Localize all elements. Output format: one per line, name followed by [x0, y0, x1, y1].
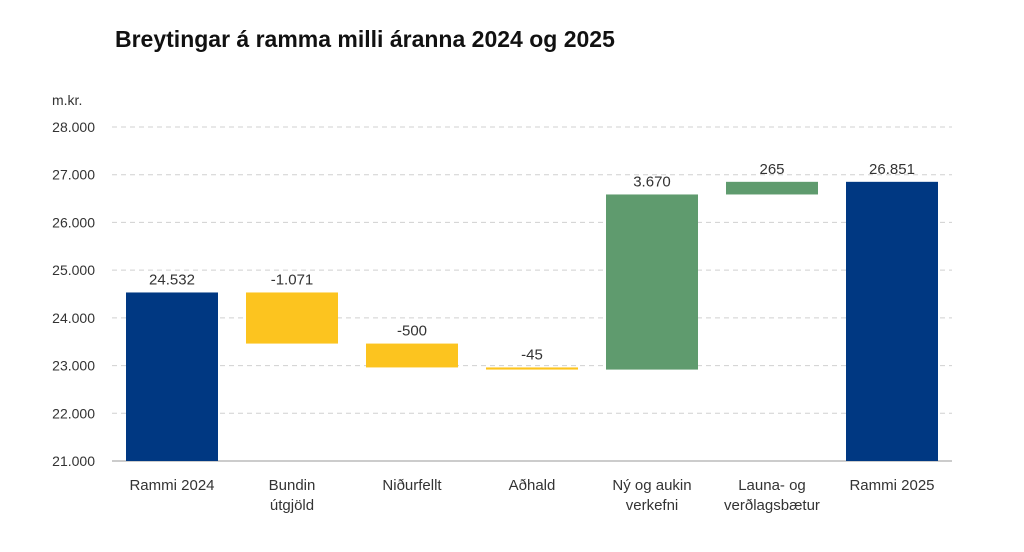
bar-total [126, 292, 218, 461]
x-category-label: útgjöld [270, 497, 314, 514]
x-category-label: Ný og aukin [612, 477, 691, 494]
data-label: 265 [759, 161, 784, 178]
data-label: 3.670 [633, 173, 671, 190]
bar-decrease [486, 367, 578, 370]
y-tick-label: 25.000 [52, 262, 95, 278]
y-tick-label: 27.000 [52, 167, 95, 183]
x-category-label: Rammi 2024 [129, 477, 214, 494]
y-tick-label: 21.000 [52, 453, 95, 469]
y-tick-label: 26.000 [52, 214, 95, 230]
x-category-label: Niðurfellt [382, 477, 442, 494]
bar-decrease [366, 343, 458, 368]
x-category-label: Aðhald [509, 477, 556, 494]
x-category-label: Rammi 2025 [849, 477, 934, 494]
y-tick-label: 28.000 [52, 119, 95, 135]
x-category-label: Launa- og [738, 477, 806, 494]
bar-total [846, 181, 938, 461]
bar-increase [606, 194, 698, 370]
data-label: -1.071 [271, 271, 314, 288]
data-label: -500 [397, 323, 427, 340]
bar-increase [726, 181, 818, 195]
data-label: -45 [521, 346, 543, 363]
chart-title: Breytingar á ramma milli áranna 2024 og … [115, 26, 615, 52]
y-tick-label: 23.000 [52, 358, 95, 374]
x-category-label: Bundin [269, 477, 316, 494]
x-category-label: verkefni [626, 497, 679, 514]
data-label: 26.851 [869, 161, 915, 178]
bar-decrease [246, 292, 338, 344]
data-label: 24.532 [149, 271, 195, 288]
y-axis-unit-label: m.kr. [52, 92, 83, 108]
y-tick-label: 24.000 [52, 310, 95, 326]
x-category-label: verðlagsbætur [724, 497, 820, 514]
y-tick-label: 22.000 [52, 405, 95, 421]
